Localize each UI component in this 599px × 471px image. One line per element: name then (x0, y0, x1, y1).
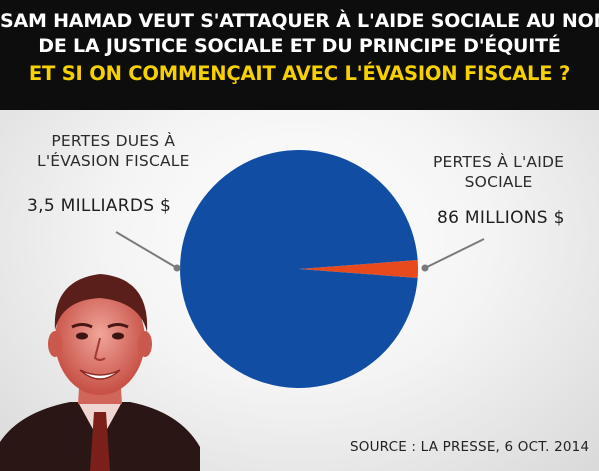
value-aide: 86 MILLIONS $ (437, 208, 565, 228)
label-aide-line-1: PERTES À L'AIDE (433, 153, 565, 171)
politician-portrait-icon (0, 274, 200, 471)
leader-line-evasion (115, 231, 178, 269)
headline-line-1: SAM HAMAD VEUT S'ATTAQUER À L'AIDE SOCIA… (0, 10, 599, 32)
leader-dot-aide (421, 264, 429, 272)
label-evasion: PERTES DUES À L'ÉVASION FISCALE (37, 131, 190, 171)
value-evasion: 3,5 MILLIARDS $ (27, 196, 172, 216)
leader-dot-evasion (173, 264, 181, 272)
pie-slice-aide-sociale (299, 260, 419, 278)
headline-question: ET SI ON COMMENÇAIT AVEC L'ÉVASION FISCA… (28, 62, 571, 85)
headline-line-2: DE LA JUSTICE SOCIALE ET DU PRINCIPE D'É… (38, 35, 561, 57)
leader-line-aide (424, 238, 485, 269)
label-evasion-line-1: PERTES DUES À (51, 132, 176, 150)
label-aide: PERTES À L'AIDE SOCIALE (433, 152, 564, 192)
header-banner: SAM HAMAD VEUT S'ATTAQUER À L'AIDE SOCIA… (0, 0, 599, 110)
label-aide-line-2: SOCIALE (464, 173, 533, 191)
label-evasion-line-2: L'ÉVASION FISCALE (37, 152, 190, 170)
pie-slice-evasion-fiscale (180, 150, 418, 388)
source-caption: SOURCE : LA PRESSE, 6 OCT. 2014 (350, 439, 590, 455)
